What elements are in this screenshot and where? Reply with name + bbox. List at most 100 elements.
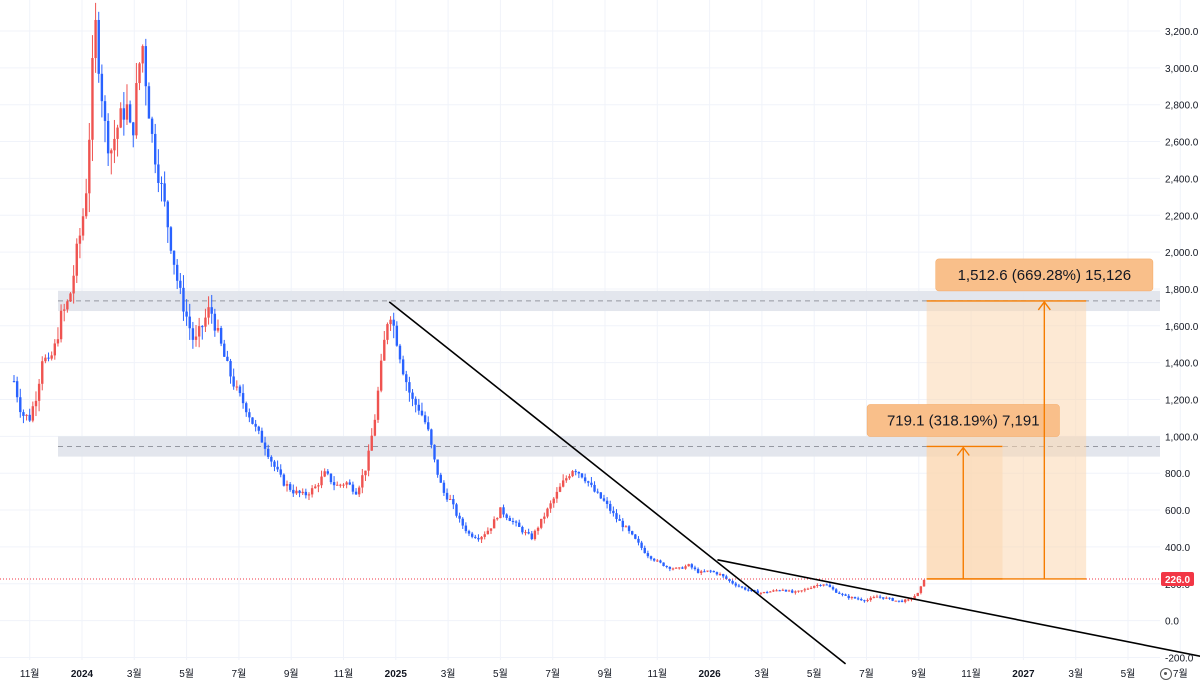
candle-body: [662, 562, 665, 567]
price-tick-label: 2,200.0: [1165, 211, 1199, 222]
candle-body: [693, 567, 697, 570]
price-tick-label: 1,200.0: [1165, 396, 1199, 407]
candle-body: [825, 584, 828, 586]
candle-body: [800, 590, 803, 592]
price-tick-label: 800.0: [1165, 469, 1190, 480]
candle-body: [116, 127, 119, 139]
candle-body: [405, 374, 408, 383]
candle-body: [282, 474, 286, 486]
candle-body: [329, 473, 333, 483]
measurement-arrow-head: [1037, 300, 1051, 311]
candle-body: [502, 507, 505, 515]
time-tick-label: 11월: [20, 668, 40, 680]
candle-body: [210, 307, 213, 314]
time-tick-label: 5월: [493, 668, 508, 680]
candle-body: [229, 360, 232, 377]
candle-body: [66, 301, 69, 310]
candle-body: [63, 309, 66, 311]
time-tick-label: 9월: [911, 668, 926, 680]
price-tick-label: 400.0: [1165, 543, 1190, 554]
trendlines[interactable]: [388, 301, 1200, 665]
price-tick-label: 1,400.0: [1165, 359, 1199, 370]
candle-body: [878, 596, 882, 598]
time-tick-label: 5월: [1121, 668, 1136, 680]
candle-body: [458, 515, 461, 519]
candle-body: [175, 264, 179, 281]
candle-body: [794, 591, 797, 593]
candle-body: [536, 527, 540, 531]
candle-body: [31, 406, 35, 421]
candle-body: [172, 250, 176, 265]
time-tick-year-label: 2027: [1012, 669, 1035, 680]
candle-body: [135, 83, 138, 136]
candle-body: [539, 518, 543, 528]
candle-body: [681, 567, 684, 569]
price-axis[interactable]: 3,200.0 3,000.0 2,800.0 2,600.0 2,400.0 2,200…: [1161, 27, 1199, 664]
candle-body: [913, 596, 916, 599]
candle-body: [106, 120, 110, 154]
candle-body: [605, 500, 609, 504]
time-tick-label: 7월: [545, 668, 560, 680]
candle-body: [696, 569, 700, 573]
candle-body: [489, 528, 493, 531]
candle-body: [637, 538, 640, 543]
candle-body: [809, 587, 813, 589]
candle-body: [323, 471, 326, 477]
candle-body: [326, 471, 330, 474]
candle-body: [56, 339, 60, 344]
candle-body: [558, 486, 562, 492]
price-tick-label: 1,000.0: [1165, 432, 1199, 443]
candle-body: [257, 426, 260, 431]
settings-icon[interactable]: [1160, 668, 1172, 680]
candle-body: [310, 488, 314, 495]
measurement-tools[interactable]: 719.1 (318.19%) 7,191 1,512.6 (669.28%) 1…: [866, 258, 1154, 580]
candle-body: [747, 589, 750, 591]
candle-body: [301, 491, 304, 494]
candle-body: [922, 579, 926, 587]
candle-body: [75, 243, 78, 276]
candle-body: [138, 63, 141, 84]
time-tick-label: 9월: [284, 668, 299, 680]
candle-body: [317, 485, 320, 487]
candle-body: [103, 101, 107, 121]
candle-body: [543, 516, 546, 519]
candle-body: [160, 182, 163, 184]
time-tick-label: 11월: [648, 668, 668, 680]
trendline: [717, 559, 1200, 657]
candle-body: [361, 475, 364, 488]
candle-body: [128, 104, 132, 123]
candle-body: [251, 417, 254, 424]
candle-body: [97, 19, 100, 74]
candle-body: [703, 571, 706, 573]
candle-body: [241, 393, 245, 404]
candle-body: [370, 435, 373, 451]
candle-body: [238, 386, 242, 394]
candle-body: [775, 590, 778, 592]
candle-body: [69, 293, 72, 302]
candle-body: [12, 381, 16, 383]
candle-body: [467, 531, 471, 534]
candle-body: [700, 571, 703, 573]
candle-body: [907, 599, 910, 601]
candle-body: [530, 533, 533, 540]
candle-body: [571, 471, 574, 477]
candle-body: [822, 584, 825, 586]
candle-body: [731, 581, 734, 584]
measurement-range-fill: [926, 300, 1087, 579]
candle-body: [204, 317, 207, 327]
candle-body: [342, 484, 345, 486]
candle-body: [847, 595, 850, 599]
candle-body: [166, 201, 169, 228]
time-axis[interactable]: 11월 2024 3월 5월 7월 9월 11월 2025 3월 5월 7월 9월 11월 2026 3월 5…: [20, 668, 1188, 680]
candle-body: [565, 478, 568, 481]
time-tick-label: 7월: [859, 668, 874, 680]
candle-body: [649, 556, 653, 559]
candle-body: [612, 510, 615, 514]
candle-body: [254, 423, 257, 427]
candle-body: [339, 484, 342, 486]
candle-body: [646, 553, 650, 557]
time-tick-label: 5월: [179, 668, 194, 680]
candle-body: [298, 490, 301, 494]
